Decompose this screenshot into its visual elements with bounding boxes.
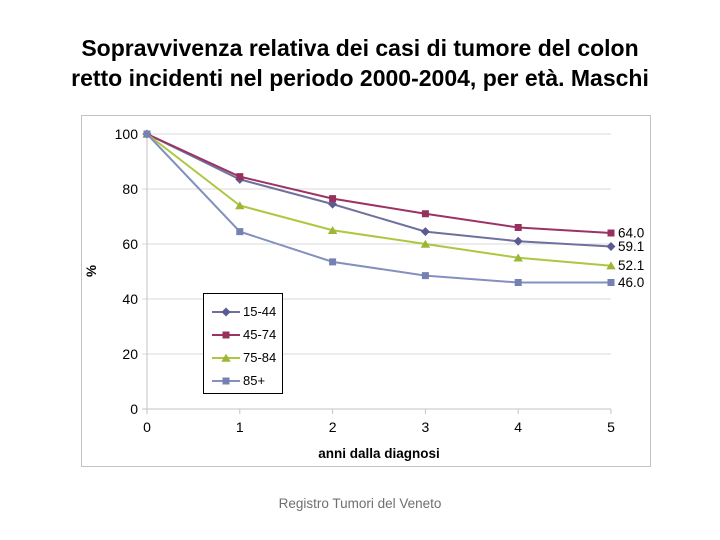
series-marker-85+-x2 — [329, 258, 337, 266]
series-marker-85+-x5 — [607, 279, 615, 286]
legend-swatch-45-74 — [212, 331, 240, 338]
title-line-2: retto incidenti nel periodo 2000-2004, p… — [71, 65, 649, 91]
series-marker-75-84-x1 — [235, 201, 245, 210]
legend-marker-85+ — [222, 377, 230, 384]
legend-swatch-15-44 — [212, 307, 240, 316]
legend-label-75-84: 75-84 — [243, 350, 277, 365]
x-tick-label-5: 5 — [607, 419, 615, 435]
chart-legend: 15-44 45-74 75-84 85+ — [203, 293, 283, 394]
legend-marker-75-84 — [221, 353, 231, 362]
series-line-75-84 — [146, 133, 612, 267]
x-tick-label-4: 4 — [514, 419, 522, 435]
y-tick-label-0: 0 — [130, 401, 138, 417]
legend-label-45-74: 45-74 — [243, 327, 277, 342]
end-value-label-15-44: 59.1 — [618, 239, 644, 254]
legend-marker-15-44 — [221, 307, 231, 316]
legend-swatch-75-84 — [212, 353, 240, 362]
series-marker-75-84-x4 — [513, 253, 523, 262]
end-value-label-75-84: 52.1 — [618, 258, 644, 273]
legend-label-85+: 85+ — [243, 373, 266, 388]
y-tick-label-40: 40 — [122, 291, 138, 307]
series-marker-85+-x1 — [236, 228, 244, 236]
series-marker-75-84-x3 — [420, 239, 431, 248]
y-tick-label-80: 80 — [122, 181, 138, 197]
series-marker-15-44-x4 — [513, 236, 523, 246]
legend-item-85+: 85+ — [212, 369, 282, 392]
series-marker-45-74-x2 — [329, 195, 337, 203]
series-marker-45-74-x1 — [236, 173, 244, 181]
legend-item-15-44: 15-44 — [212, 300, 282, 323]
series-marker-15-44-x3 — [420, 227, 430, 237]
chart-frame: 0 20 40 60 80 100 0 1 2 3 4 5 anni dalla diagnosi% 59… — [81, 115, 651, 467]
title-line-1: Sopravvivenza relativa dei casi di tumor… — [81, 35, 639, 61]
legend-marker-45-74 — [222, 331, 230, 338]
series-marker-75-84-x2 — [327, 225, 338, 234]
legend-item-75-84: 75-84 — [212, 346, 282, 369]
legend-swatch-85+ — [212, 377, 240, 384]
series-line-45-74 — [146, 133, 612, 234]
x-tick-label-3: 3 — [422, 419, 430, 435]
series-line-15-44 — [146, 133, 612, 248]
y-tick-label-60: 60 — [122, 236, 138, 252]
x-tick-label-0: 0 — [143, 419, 151, 435]
y-tick-label-100: 100 — [115, 126, 139, 142]
end-value-label-45-74: 64.0 — [618, 226, 644, 241]
series-marker-85+-x4 — [514, 279, 522, 286]
series-marker-85+-x0 — [143, 130, 151, 138]
y-tick-label-20: 20 — [122, 346, 138, 362]
x-tick-label-1: 1 — [236, 419, 244, 435]
end-value-label-85+: 46.0 — [618, 275, 644, 290]
series-marker-45-74-x5 — [607, 229, 615, 237]
series-marker-75-84-x5 — [606, 261, 616, 270]
series-line-85+ — [146, 133, 611, 284]
series-marker-45-74-x4 — [514, 224, 522, 231]
legend-label-15-44: 15-44 — [243, 304, 277, 319]
series-marker-45-74-x3 — [421, 210, 429, 218]
x-axis-title: anni dalla diagnosi — [318, 446, 440, 461]
slide-title: Sopravvivenza relativa dei casi di tumor… — [0, 33, 720, 93]
footer-credit: Registro Tumori del Veneto — [278, 496, 442, 511]
series-marker-15-44-x5 — [606, 241, 616, 251]
legend-item-45-74: 45-74 — [212, 323, 282, 346]
survival-line-chart: 0 20 40 60 80 100 0 1 2 3 4 5 anni dalla diagnosi% 59… — [84, 126, 644, 461]
series-marker-85+-x3 — [421, 272, 429, 280]
x-tick-label-2: 2 — [329, 419, 337, 435]
y-axis-title: % — [84, 265, 99, 277]
